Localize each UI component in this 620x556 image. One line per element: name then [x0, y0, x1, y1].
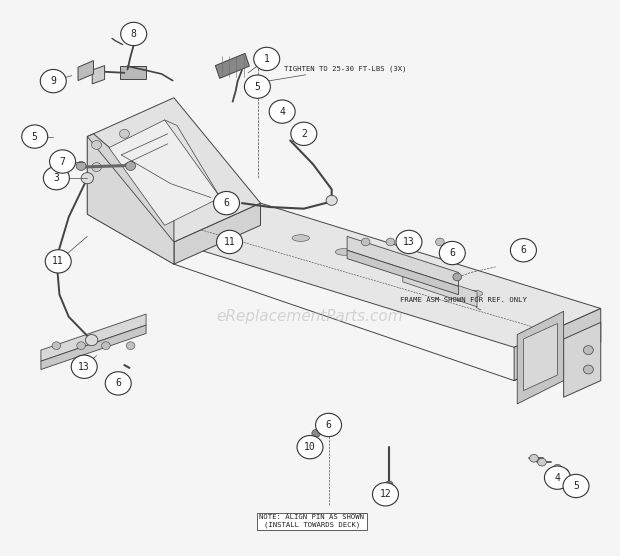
Text: 7: 7 [60, 157, 66, 167]
Ellipse shape [379, 262, 396, 269]
Circle shape [583, 365, 593, 374]
Circle shape [316, 413, 342, 436]
Text: 5: 5 [573, 481, 579, 491]
Circle shape [120, 130, 130, 138]
Circle shape [583, 346, 593, 355]
Circle shape [71, 355, 97, 379]
Circle shape [92, 141, 102, 150]
Circle shape [411, 238, 420, 246]
Ellipse shape [292, 235, 309, 241]
Text: 6: 6 [450, 248, 455, 258]
Polygon shape [109, 120, 220, 225]
Polygon shape [403, 267, 477, 307]
Text: 5: 5 [254, 82, 260, 92]
Text: 13: 13 [78, 362, 90, 372]
Polygon shape [78, 61, 94, 81]
Circle shape [102, 342, 110, 350]
Circle shape [538, 458, 546, 466]
Circle shape [244, 75, 270, 98]
Text: 10: 10 [304, 442, 316, 452]
Circle shape [92, 163, 102, 171]
Circle shape [436, 238, 445, 246]
Text: 4: 4 [279, 107, 285, 117]
Circle shape [312, 429, 321, 437]
Circle shape [453, 273, 461, 281]
Text: NOTE: ALIGN PIN AS SHOWN
(INSTALL TOWARDS DECK): NOTE: ALIGN PIN AS SHOWN (INSTALL TOWARD… [259, 514, 365, 528]
Text: 1: 1 [264, 54, 270, 64]
Polygon shape [174, 203, 601, 348]
Text: 5: 5 [32, 132, 38, 142]
Circle shape [544, 466, 570, 489]
Polygon shape [92, 66, 105, 84]
Polygon shape [87, 137, 174, 264]
Polygon shape [215, 53, 249, 78]
Circle shape [50, 150, 76, 173]
Polygon shape [41, 314, 146, 361]
Circle shape [43, 167, 69, 190]
Text: 11: 11 [224, 237, 236, 247]
Text: 11: 11 [52, 256, 64, 266]
Polygon shape [174, 203, 260, 264]
Circle shape [81, 172, 94, 183]
Circle shape [396, 230, 422, 254]
Circle shape [291, 122, 317, 146]
Text: 6: 6 [520, 245, 526, 255]
Circle shape [361, 238, 370, 246]
Text: 9: 9 [50, 76, 56, 86]
Text: eReplacementParts.com: eReplacementParts.com [216, 309, 404, 324]
Circle shape [213, 191, 239, 215]
Text: 6: 6 [326, 420, 332, 430]
Text: 12: 12 [379, 489, 391, 499]
Polygon shape [87, 98, 260, 242]
Polygon shape [41, 325, 146, 370]
Text: 6: 6 [115, 379, 121, 389]
Circle shape [510, 239, 536, 262]
Circle shape [126, 342, 135, 350]
Circle shape [76, 162, 86, 170]
Circle shape [561, 469, 569, 475]
Circle shape [77, 342, 86, 350]
Text: 3: 3 [53, 173, 60, 183]
Circle shape [105, 372, 131, 395]
Circle shape [86, 335, 98, 346]
Circle shape [386, 481, 393, 488]
Text: FRAME ASM SHOWN FOR REF. ONLY: FRAME ASM SHOWN FOR REF. ONLY [400, 297, 526, 310]
Circle shape [121, 22, 147, 46]
Circle shape [386, 238, 395, 246]
Ellipse shape [422, 276, 440, 283]
Circle shape [326, 195, 337, 205]
Ellipse shape [335, 249, 353, 255]
Circle shape [126, 162, 136, 170]
Polygon shape [523, 324, 557, 390]
Ellipse shape [465, 290, 482, 297]
Circle shape [275, 107, 285, 116]
Text: 13: 13 [403, 237, 415, 247]
Polygon shape [517, 311, 564, 404]
Circle shape [254, 47, 280, 71]
Circle shape [440, 241, 465, 265]
Circle shape [269, 100, 295, 123]
Text: 8: 8 [131, 29, 136, 39]
Polygon shape [87, 134, 174, 264]
Polygon shape [120, 66, 146, 80]
Text: 6: 6 [224, 198, 229, 208]
Circle shape [554, 464, 561, 471]
Polygon shape [347, 236, 458, 286]
Circle shape [297, 435, 323, 459]
Circle shape [22, 125, 48, 148]
Polygon shape [564, 322, 601, 397]
Circle shape [40, 70, 66, 93]
Text: 2: 2 [301, 129, 307, 139]
Circle shape [373, 483, 399, 506]
Circle shape [529, 454, 538, 462]
Circle shape [45, 250, 71, 273]
Text: TIGHTEN TO 25-30 FT-LBS (3X): TIGHTEN TO 25-30 FT-LBS (3X) [264, 65, 407, 82]
Circle shape [52, 342, 61, 350]
Circle shape [216, 230, 242, 254]
Text: 4: 4 [554, 473, 560, 483]
Polygon shape [514, 309, 601, 381]
Circle shape [563, 474, 589, 498]
Polygon shape [347, 250, 458, 295]
